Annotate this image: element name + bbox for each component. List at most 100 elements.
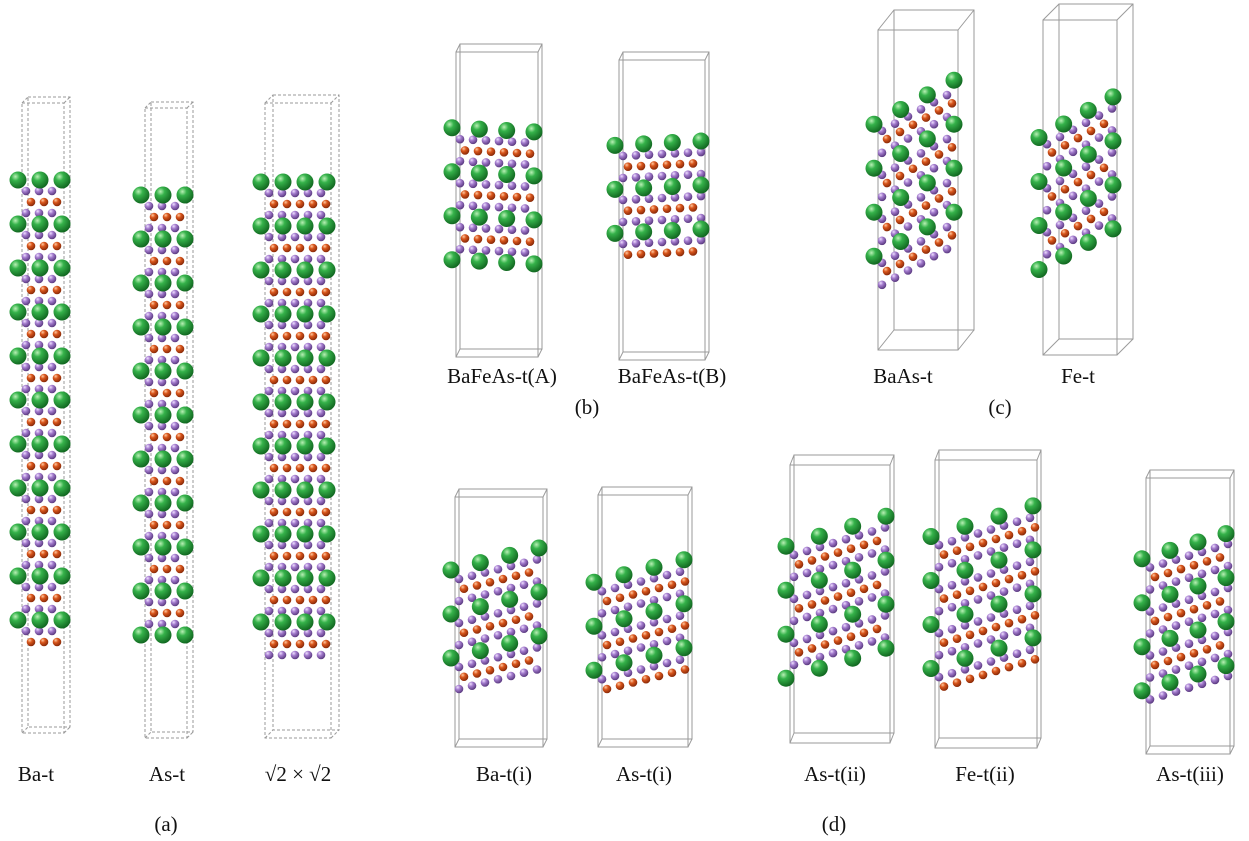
atom: [520, 580, 529, 589]
cell-edge: [1146, 746, 1150, 754]
atom: [319, 526, 336, 543]
atom: [1013, 539, 1022, 548]
figure: Ba-t As-t √2 × √2 (a) BaFeAs-t(A) BaFeAs…: [0, 0, 1249, 841]
atom: [171, 246, 180, 255]
atom: [482, 180, 491, 189]
atom: [1082, 162, 1091, 171]
atom: [500, 236, 509, 245]
atom: [935, 238, 944, 247]
cell-edge: [935, 450, 939, 460]
atom: [317, 629, 326, 638]
atom: [629, 678, 638, 687]
atom: [619, 218, 628, 227]
atom: [283, 640, 292, 649]
atom: [482, 224, 491, 233]
atom: [291, 233, 300, 242]
atom: [531, 540, 548, 557]
atom: [265, 453, 274, 462]
atom: [1218, 613, 1235, 630]
atom: [309, 200, 318, 209]
atom: [1031, 129, 1048, 146]
atom: [619, 152, 628, 161]
atom: [637, 599, 646, 608]
atom: [48, 253, 57, 262]
atom: [521, 204, 530, 213]
atom: [317, 321, 326, 330]
atom: [472, 554, 489, 571]
atom: [650, 249, 659, 258]
atom: [935, 651, 944, 660]
cell-edge: [22, 727, 28, 733]
atom: [855, 597, 864, 606]
cell-edge: [890, 455, 894, 465]
atom: [526, 237, 535, 246]
atom: [48, 451, 57, 460]
atom: [948, 625, 957, 634]
atom: [974, 551, 983, 560]
atom: [27, 506, 36, 515]
atom: [317, 189, 326, 198]
atom: [150, 565, 159, 574]
atom: [472, 642, 489, 659]
atom: [474, 191, 483, 200]
atom: [917, 259, 926, 268]
atom: [1190, 649, 1199, 658]
atom: [873, 537, 882, 546]
atom: [1224, 650, 1233, 659]
atom: [309, 640, 318, 649]
atom: [521, 226, 530, 235]
atom: [171, 510, 180, 519]
atom: [957, 606, 974, 623]
atom: [883, 179, 892, 188]
atom: [1190, 622, 1207, 639]
atom: [486, 622, 495, 631]
atom: [868, 527, 877, 536]
atom: [253, 614, 270, 631]
atom: [27, 286, 36, 295]
atom: [171, 532, 180, 541]
cell-edge: [1037, 450, 1041, 460]
atom: [842, 535, 851, 544]
atom: [22, 319, 31, 328]
atom: [486, 666, 495, 675]
atom: [291, 629, 300, 638]
atom: [253, 306, 270, 323]
atom: [171, 378, 180, 387]
atom: [521, 248, 530, 257]
atom: [635, 179, 652, 196]
atom: [1055, 115, 1072, 132]
atom: [834, 548, 843, 557]
atom: [991, 552, 1008, 569]
atom: [607, 137, 624, 154]
atom: [1134, 638, 1151, 655]
atom: [632, 217, 641, 226]
atom: [1159, 691, 1168, 700]
atom: [586, 662, 603, 679]
atom: [253, 174, 270, 191]
atom: [22, 605, 31, 614]
atom: [27, 550, 36, 559]
atom: [1082, 118, 1091, 127]
atom: [32, 436, 49, 453]
atom: [177, 407, 194, 424]
atom: [309, 464, 318, 473]
cell-edge: [1230, 746, 1234, 754]
atom: [481, 634, 490, 643]
atom: [171, 334, 180, 343]
atom: [163, 433, 172, 442]
atom: [283, 288, 292, 297]
atom: [499, 575, 508, 584]
atom: [987, 657, 996, 666]
atom: [1026, 558, 1035, 567]
atom: [322, 552, 331, 561]
atom: [177, 539, 194, 556]
atom: [270, 508, 279, 517]
atom: [1108, 104, 1117, 113]
atom: [265, 255, 274, 264]
atom: [495, 247, 504, 256]
atom: [291, 585, 300, 594]
atom: [253, 526, 270, 543]
structure-label: BaFeAs-t(A): [447, 364, 557, 388]
atom: [456, 245, 465, 254]
atom: [265, 629, 274, 638]
